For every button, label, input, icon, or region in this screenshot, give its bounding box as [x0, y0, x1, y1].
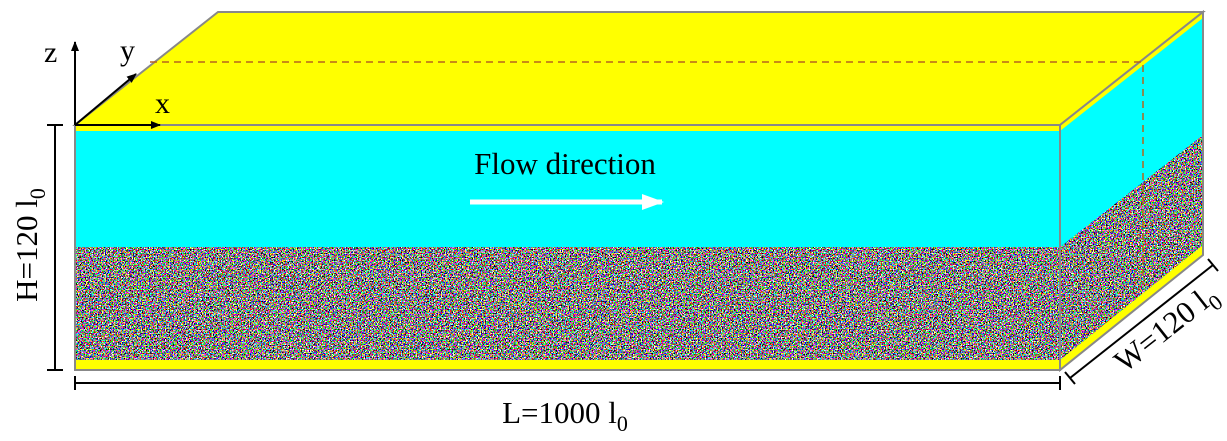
z-label: z: [44, 36, 57, 69]
length-dimension: [74, 376, 1061, 390]
bottom-wall: [75, 360, 1060, 370]
height-dimension: [47, 124, 63, 371]
right-outline: [1059, 9, 1204, 373]
length-subscript: 0: [617, 411, 628, 436]
width-dimension: [1064, 258, 1219, 385]
y-label: y: [120, 34, 135, 67]
top-wall: [75, 125, 1060, 131]
fluid-region: [75, 131, 1060, 247]
hidden-edge: [150, 61, 1144, 285]
top-face: [72, 11, 1206, 126]
height-label: H=120 l0: [9, 188, 50, 302]
right-top-wall: [1060, 12, 1203, 131]
height-text: H=120 l: [9, 199, 44, 302]
x-label: x: [155, 87, 170, 120]
height-subscript: 0: [25, 188, 50, 199]
right-bottom-wall: [1060, 245, 1203, 370]
length-label: L=1000 l0: [502, 395, 628, 436]
flow-label: Flow direction: [474, 146, 656, 181]
length-text: L=1000 l: [502, 395, 617, 430]
porous-medium: [75, 247, 1060, 360]
y-axis: [74, 73, 137, 126]
